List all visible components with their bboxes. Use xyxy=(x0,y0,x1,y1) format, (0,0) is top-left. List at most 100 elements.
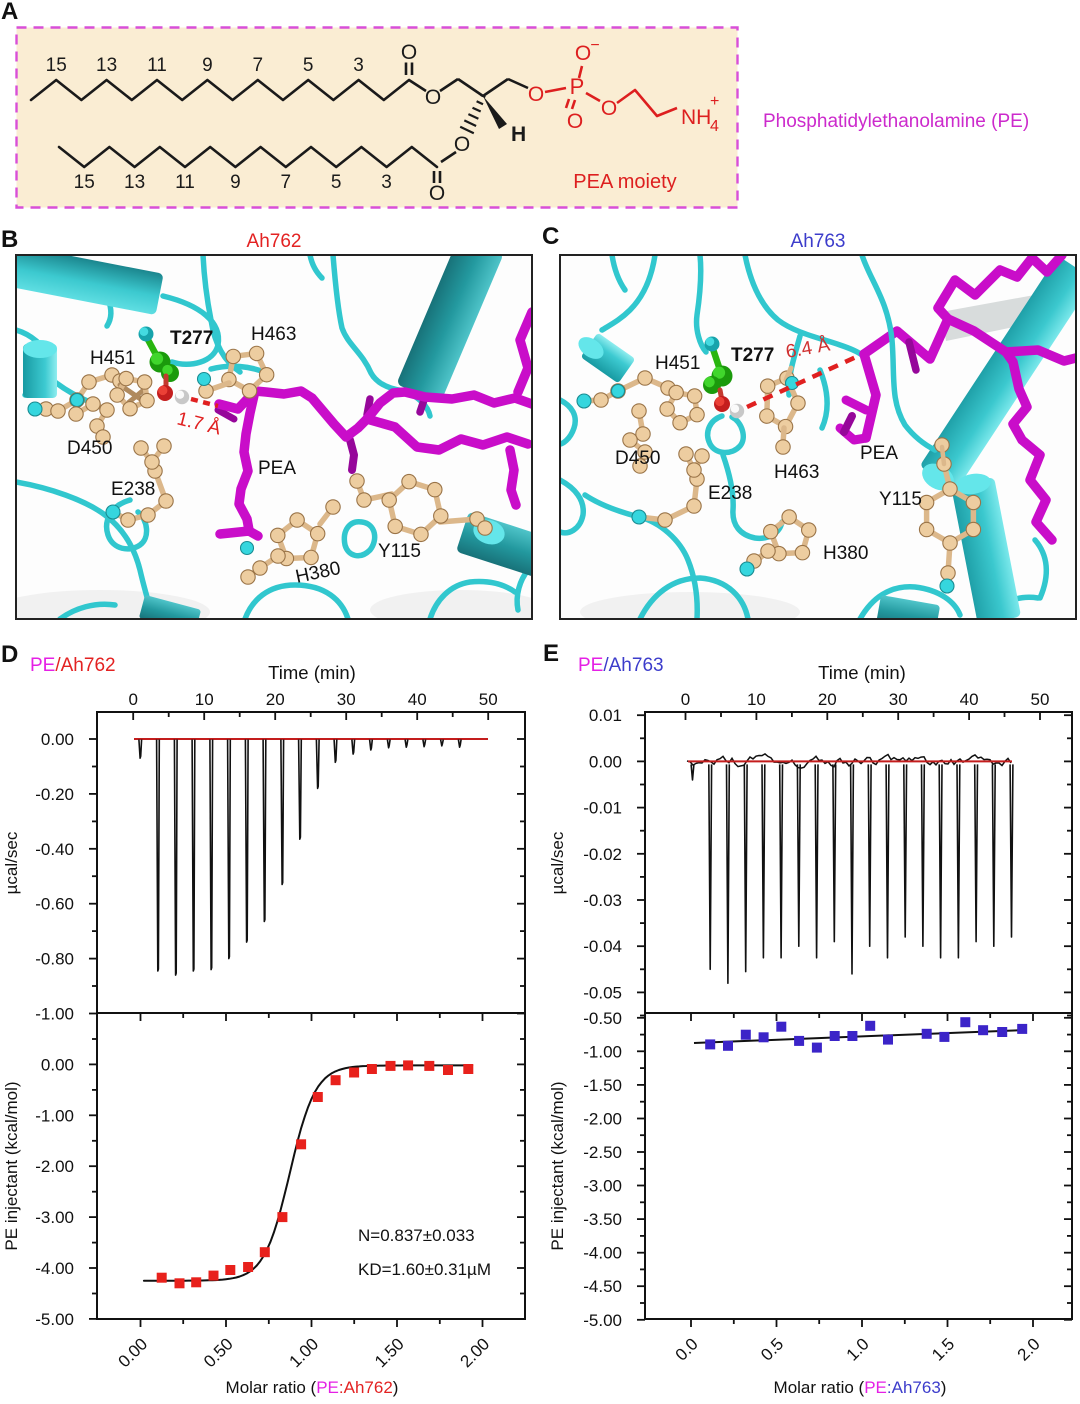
svg-text:-3.00: -3.00 xyxy=(35,1208,74,1227)
svg-text:-1.50: -1.50 xyxy=(583,1076,622,1095)
svg-text:50: 50 xyxy=(479,690,498,709)
svg-text:-1.00: -1.00 xyxy=(583,1042,622,1061)
svg-text:KD=1.60±0.31µM: KD=1.60±0.31µM xyxy=(358,1260,491,1279)
svg-text:O: O xyxy=(425,86,441,109)
svg-text:11: 11 xyxy=(147,55,167,76)
svg-text:O: O xyxy=(429,182,445,205)
svg-text:-4.00: -4.00 xyxy=(583,1244,622,1263)
svg-text:O: O xyxy=(454,133,470,156)
svg-text:-3.00: -3.00 xyxy=(583,1177,622,1196)
svg-text:9: 9 xyxy=(230,172,241,193)
svg-text:Molar ratio (PE:Ah763): Molar ratio (PE:Ah763) xyxy=(774,1378,947,1397)
svg-text:0.00: 0.00 xyxy=(589,752,622,771)
svg-text:-0.04: -0.04 xyxy=(583,937,622,956)
svg-text:-4.00: -4.00 xyxy=(35,1259,74,1278)
svg-text:T277: T277 xyxy=(731,345,774,366)
svg-text:PE injectant (kcal/mol): PE injectant (kcal/mol) xyxy=(548,1081,567,1250)
svg-text:O: O xyxy=(575,42,591,65)
svg-text:0.00: 0.00 xyxy=(41,730,74,749)
svg-text:H451: H451 xyxy=(90,348,135,369)
svg-text:PEA: PEA xyxy=(258,458,296,479)
svg-text:Y115: Y115 xyxy=(378,541,421,562)
svg-text:C: C xyxy=(542,223,559,250)
svg-text:PE/Ah762: PE/Ah762 xyxy=(30,655,116,676)
svg-text:PEA: PEA xyxy=(860,443,898,464)
svg-text:µcal/sec: µcal/sec xyxy=(548,831,567,894)
svg-text:D: D xyxy=(1,641,18,668)
svg-text:-0.50: -0.50 xyxy=(583,1009,622,1028)
svg-text:H463: H463 xyxy=(774,462,819,483)
svg-text:-2.50: -2.50 xyxy=(583,1143,622,1162)
svg-text:-0.05: -0.05 xyxy=(583,983,622,1002)
svg-text:0: 0 xyxy=(681,690,690,709)
svg-text:H451: H451 xyxy=(655,353,700,374)
svg-text:E: E xyxy=(543,640,559,667)
svg-text:-0.40: -0.40 xyxy=(35,840,74,859)
svg-text:10: 10 xyxy=(195,690,214,709)
svg-text:30: 30 xyxy=(889,690,908,709)
svg-text:-0.03: -0.03 xyxy=(583,891,622,910)
svg-text:3: 3 xyxy=(381,172,392,193)
svg-text:B: B xyxy=(1,226,18,253)
svg-text:-5.00: -5.00 xyxy=(35,1310,74,1329)
svg-text:H380: H380 xyxy=(823,543,868,564)
svg-text:O: O xyxy=(567,110,583,133)
svg-text:5: 5 xyxy=(303,55,314,76)
svg-text:O: O xyxy=(401,41,417,64)
svg-text:-5.00: -5.00 xyxy=(583,1311,622,1330)
svg-text:-0.80: -0.80 xyxy=(35,950,74,969)
svg-text:H: H xyxy=(511,123,526,146)
svg-text:-1.00: -1.00 xyxy=(35,1106,74,1125)
svg-text:-0.60: -0.60 xyxy=(35,895,74,914)
svg-text:PE/Ah763: PE/Ah763 xyxy=(578,655,664,676)
svg-text:E238: E238 xyxy=(708,483,752,504)
svg-text:-4.50: -4.50 xyxy=(583,1277,622,1296)
svg-text:-0.01: -0.01 xyxy=(583,799,622,818)
svg-text:−: − xyxy=(590,37,599,54)
svg-text:Molar ratio (PE:Ah762): Molar ratio (PE:Ah762) xyxy=(226,1378,399,1397)
svg-text:-2.00: -2.00 xyxy=(583,1110,622,1129)
svg-text:4: 4 xyxy=(710,118,719,135)
svg-text:9: 9 xyxy=(202,55,213,76)
svg-text:E238: E238 xyxy=(111,479,155,500)
svg-text:7: 7 xyxy=(281,172,292,193)
svg-text:30: 30 xyxy=(337,690,356,709)
svg-text:O: O xyxy=(528,83,544,106)
svg-text:µcal/sec: µcal/sec xyxy=(2,831,21,894)
svg-text:Time (min): Time (min) xyxy=(818,662,906,683)
svg-text:13: 13 xyxy=(96,55,117,76)
svg-text:-1.00: -1.00 xyxy=(35,1005,74,1024)
svg-text:3: 3 xyxy=(353,55,364,76)
svg-text:N=0.837±0.033: N=0.837±0.033 xyxy=(358,1226,475,1245)
svg-text:NH: NH xyxy=(681,106,711,129)
svg-text:-2.00: -2.00 xyxy=(35,1157,74,1176)
svg-text:7: 7 xyxy=(253,55,264,76)
svg-text:PEA moiety: PEA moiety xyxy=(573,171,676,193)
svg-text:15: 15 xyxy=(46,55,67,76)
svg-text:H463: H463 xyxy=(251,324,296,345)
svg-text:D450: D450 xyxy=(615,448,660,469)
svg-text:-0.20: -0.20 xyxy=(35,785,74,804)
svg-text:PE injectant (kcal/mol): PE injectant (kcal/mol) xyxy=(2,1081,21,1250)
svg-text:Ah763: Ah763 xyxy=(791,231,846,252)
svg-text:-0.02: -0.02 xyxy=(583,845,622,864)
svg-text:20: 20 xyxy=(818,690,837,709)
svg-text:11: 11 xyxy=(175,172,195,193)
svg-text:40: 40 xyxy=(960,690,979,709)
svg-text:0.00: 0.00 xyxy=(41,1055,74,1074)
svg-text:50: 50 xyxy=(1031,690,1050,709)
svg-text:15: 15 xyxy=(74,172,95,193)
svg-text:10: 10 xyxy=(747,690,766,709)
svg-text:O: O xyxy=(601,97,617,120)
svg-text:0.01: 0.01 xyxy=(589,706,622,725)
svg-text:T277: T277 xyxy=(170,328,213,349)
svg-text:Phosphatidylethanolamine (PE): Phosphatidylethanolamine (PE) xyxy=(763,111,1029,132)
svg-text:P: P xyxy=(570,74,585,99)
svg-text:5: 5 xyxy=(331,172,342,193)
svg-text:D450: D450 xyxy=(67,438,112,459)
svg-text:13: 13 xyxy=(124,172,145,193)
svg-text:+: + xyxy=(710,93,719,110)
svg-text:0: 0 xyxy=(128,690,137,709)
svg-text:Y115: Y115 xyxy=(879,489,922,510)
svg-text:40: 40 xyxy=(408,690,427,709)
